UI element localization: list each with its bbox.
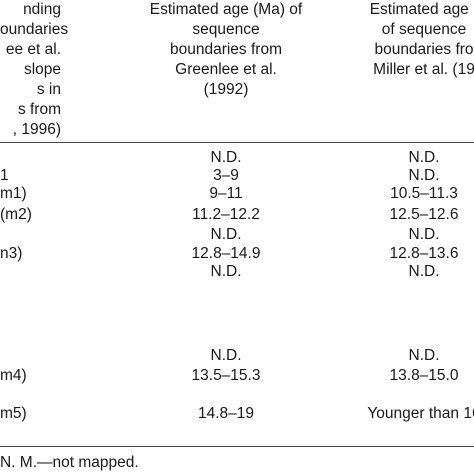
row-2-col3: 10.5–11.3 (390, 185, 458, 202)
header-col1: nding oundaries ee et al. slope s in s f… (0, 0, 69, 140)
row-7-col3: N.D. (408, 347, 440, 364)
header-col1-line: slope (23, 61, 61, 78)
row-6-col2: N.D. (210, 263, 242, 280)
table-footnote: N. M.—not mapped. (0, 454, 139, 471)
row-3-col3: 12.5–12.6 (389, 206, 459, 223)
table-bottom-rule (0, 446, 474, 447)
header-col2-line: sequence (192, 21, 260, 38)
row-0-col3: N.D. (408, 149, 440, 166)
row-5-col1: n3) (0, 245, 23, 262)
header-col1-line: s in (36, 81, 61, 98)
header-col2-line: Greenlee et al. (175, 61, 277, 78)
row-5-col3: 12.8–13.6 (389, 245, 459, 262)
header-col3-line: Estimated age ( (369, 1, 474, 18)
row-8-col2: 13.5–15.3 (191, 367, 261, 384)
header-divider (0, 142, 474, 143)
row-2-col2: 9–11 (209, 185, 243, 202)
row-0-col2: N.D. (210, 149, 242, 166)
header-col3-line: boundaries fro (374, 41, 474, 58)
row-8-col1: m4) (0, 367, 27, 384)
row-4-col3: N.D. (408, 226, 440, 243)
header-col3-line: of sequence (381, 21, 467, 38)
row-1-col3: N.D. (408, 167, 440, 184)
header-col1-line: , 1996) (12, 121, 61, 138)
row-2-col1: m1) (0, 185, 27, 202)
row-9-col3: Younger than 16 (367, 405, 474, 422)
header-col2-line: Estimated age (Ma) of (149, 1, 303, 18)
header-col1-line: s from (17, 101, 61, 118)
header-col3-line: Miller et al. (19 (373, 61, 474, 78)
header-col1-line: oundaries (0, 21, 69, 38)
header-col1-line: nding (23, 1, 61, 18)
row-9-col2: 14.8–19 (197, 405, 255, 422)
row-8-col3: 13.8–15.0 (389, 367, 459, 384)
header-col3: Estimated age ( of sequence boundaries f… (329, 0, 474, 80)
header-col2: Estimated age (Ma) of sequence boundarie… (119, 0, 333, 100)
header-col2-line: boundaries from (169, 41, 282, 58)
row-7-col2: N.D. (210, 347, 242, 364)
row-1-col2: 3–9 (213, 167, 239, 184)
row-9-col1: m5) (0, 405, 27, 422)
row-6-col3: N.D. (408, 263, 440, 280)
row-1-col1: 1 (0, 167, 9, 184)
header-col2-line: (1992) (203, 81, 249, 98)
header-col1-line: ee et al. (5, 41, 61, 58)
row-3-col1: (m2) (0, 206, 32, 223)
row-4-col2: N.D. (210, 226, 242, 243)
row-5-col2: 12.8–14.9 (191, 245, 261, 262)
row-3-col2: 11.2–12.2 (192, 206, 260, 223)
